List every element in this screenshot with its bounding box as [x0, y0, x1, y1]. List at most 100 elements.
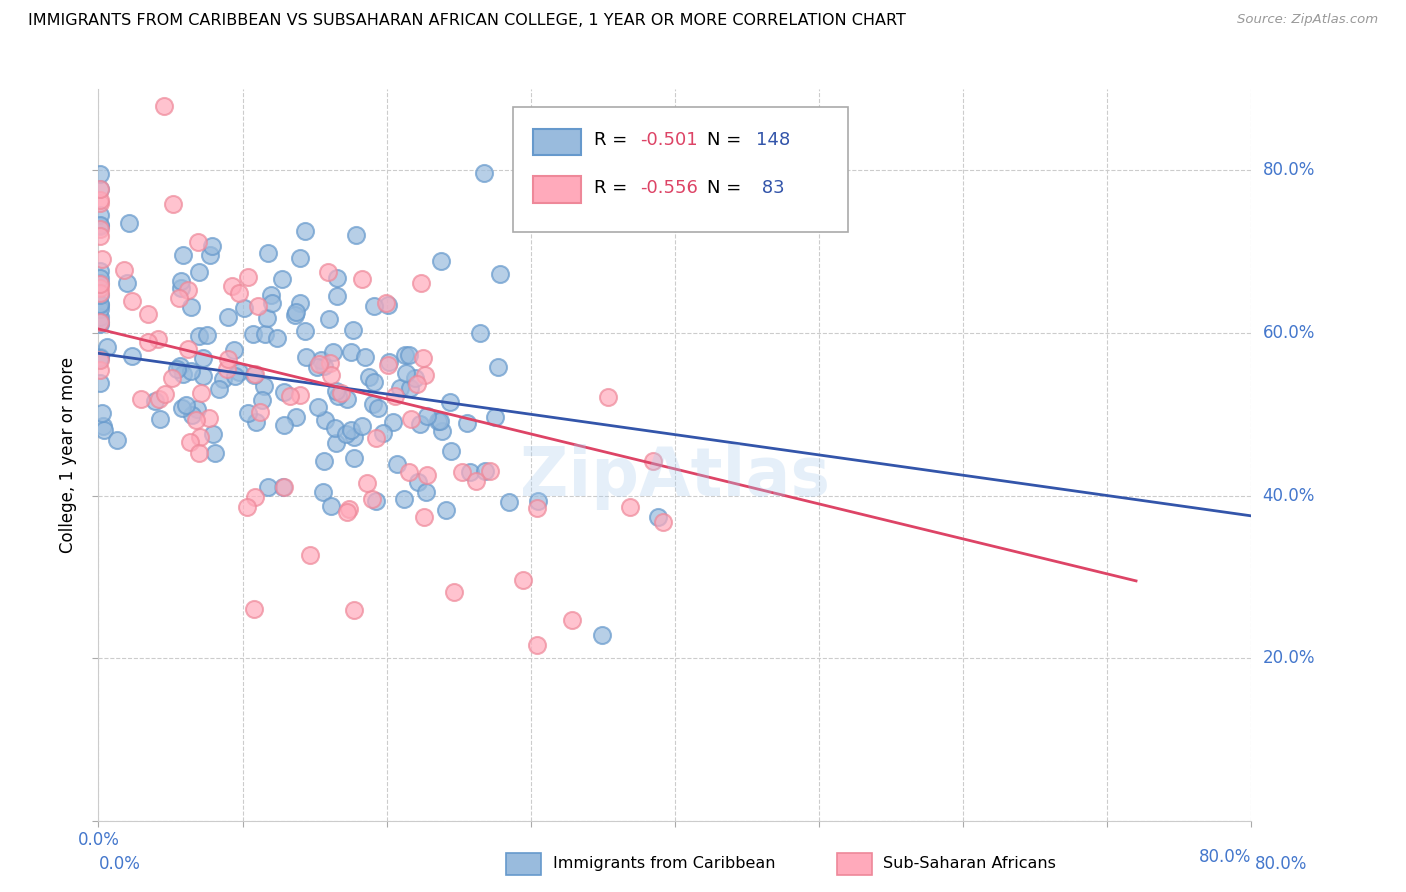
Point — [256, 310, 278, 325]
Point — [526, 500, 548, 515]
Point — [89, 182, 111, 196]
Point — [174, 398, 197, 412]
Point — [198, 248, 221, 262]
Point — [356, 475, 378, 490]
Point — [166, 361, 188, 376]
Point — [335, 426, 357, 441]
Point — [247, 299, 270, 313]
Point — [284, 410, 307, 425]
Point — [243, 602, 266, 616]
Point — [96, 340, 118, 354]
Point — [170, 274, 193, 288]
Point — [337, 502, 360, 516]
Point — [350, 419, 373, 434]
Point — [89, 194, 111, 208]
Point — [375, 296, 398, 310]
Point — [169, 359, 191, 374]
Point — [89, 286, 111, 301]
Point — [224, 369, 246, 384]
Point — [188, 446, 211, 460]
Point — [405, 376, 427, 391]
Point — [314, 359, 336, 374]
Point — [202, 426, 225, 441]
Text: R =: R = — [595, 131, 633, 149]
Point — [354, 350, 377, 364]
Point — [260, 295, 283, 310]
Text: -0.556: -0.556 — [640, 179, 699, 197]
Point — [273, 480, 295, 494]
Point — [343, 603, 366, 617]
Point — [591, 628, 613, 642]
Point — [89, 353, 111, 368]
Point — [273, 418, 295, 433]
Point — [651, 516, 673, 530]
Point — [416, 467, 439, 482]
Point — [228, 365, 250, 379]
Point — [385, 457, 408, 471]
Point — [367, 401, 389, 416]
Point — [294, 350, 316, 364]
Point — [153, 99, 176, 113]
Point — [409, 417, 432, 431]
Point — [89, 219, 111, 233]
Point — [170, 401, 193, 415]
Point — [197, 411, 219, 425]
Point — [273, 384, 295, 399]
Point — [294, 324, 316, 338]
Point — [188, 265, 211, 279]
Point — [427, 414, 450, 428]
Point — [250, 393, 273, 408]
Point — [415, 485, 437, 500]
Point — [257, 480, 280, 494]
Point — [392, 491, 415, 506]
Point — [309, 353, 332, 368]
FancyBboxPatch shape — [533, 128, 582, 155]
Point — [187, 235, 209, 250]
Point — [131, 392, 153, 406]
Point — [406, 475, 429, 490]
Text: ZipAtlas: ZipAtlas — [520, 444, 830, 510]
Point — [136, 307, 159, 321]
Text: 80.0%: 80.0% — [1256, 855, 1308, 873]
Point — [149, 411, 172, 425]
Point — [412, 509, 434, 524]
FancyBboxPatch shape — [837, 853, 872, 874]
Text: N =: N = — [707, 179, 747, 197]
Point — [93, 419, 115, 434]
Point — [270, 272, 292, 286]
Point — [413, 368, 436, 382]
Point — [479, 464, 502, 478]
Point — [271, 480, 294, 494]
Point — [312, 485, 335, 500]
Point — [243, 490, 266, 504]
Point — [89, 222, 111, 236]
Point — [89, 315, 111, 329]
Point — [294, 224, 316, 238]
Point — [233, 301, 256, 316]
Point — [319, 356, 342, 370]
Point — [321, 368, 343, 382]
Point — [204, 445, 226, 459]
Point — [188, 329, 211, 343]
Point — [89, 301, 111, 316]
Point — [170, 281, 193, 295]
Point — [172, 367, 194, 381]
Point — [184, 413, 207, 427]
Point — [394, 348, 416, 362]
Point — [526, 493, 548, 508]
Point — [399, 412, 422, 426]
Point — [278, 388, 301, 402]
Point — [339, 423, 361, 437]
Point — [112, 263, 135, 277]
Point — [325, 421, 347, 435]
Point — [307, 359, 329, 374]
Point — [89, 167, 111, 181]
Point — [329, 385, 352, 400]
Point — [136, 334, 159, 349]
Point — [259, 288, 281, 302]
Point — [89, 277, 111, 291]
Text: IMMIGRANTS FROM CARIBBEAN VS SUBSAHARAN AFRICAN COLLEGE, 1 YEAR OR MORE CORRELAT: IMMIGRANTS FROM CARIBBEAN VS SUBSAHARAN … — [28, 13, 905, 29]
Point — [512, 574, 534, 588]
Point — [180, 409, 202, 423]
Point — [326, 289, 349, 303]
